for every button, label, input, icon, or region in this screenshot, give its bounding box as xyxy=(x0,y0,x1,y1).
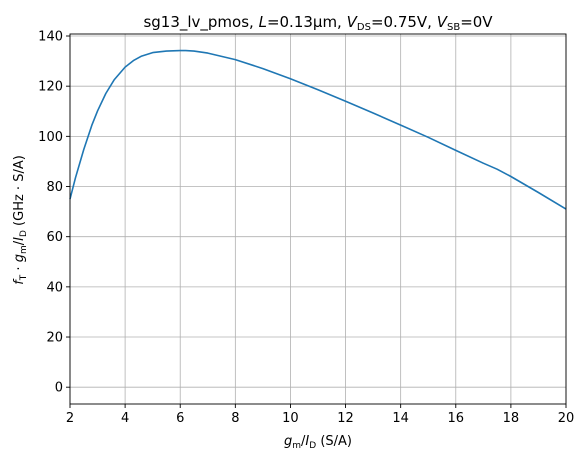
x-tick-label: 8 xyxy=(231,411,239,426)
x-tick-label: 16 xyxy=(448,411,465,426)
y-axis-ticks: 0 20 40 60 80 100 120 140 xyxy=(38,30,70,396)
grid-lines xyxy=(69,34,567,404)
plot-frame xyxy=(69,33,567,405)
series-line xyxy=(69,49,567,210)
y-tick-label: 120 xyxy=(38,80,63,95)
y-tick-label: 80 xyxy=(46,180,63,195)
x-tick-label: 18 xyxy=(503,411,520,426)
x-tick-label: 14 xyxy=(392,411,409,426)
x-axis-ticks: 2 4 6 8 10 12 14 16 18 20 xyxy=(66,404,574,426)
y-axis-label: fT · gm/ID (GHz · S/A) xyxy=(12,155,29,285)
x-axis-label: gm/ID (S/A) xyxy=(284,434,352,451)
x-tick-label: 6 xyxy=(176,411,184,426)
x-tick-label: 12 xyxy=(337,411,354,426)
x-tick-label: 20 xyxy=(558,411,575,426)
y-tick-label: 100 xyxy=(38,130,63,145)
series-layer xyxy=(69,49,567,210)
y-tick-label: 0 xyxy=(55,381,63,396)
y-tick-label: 60 xyxy=(46,230,63,245)
x-tick-label: 2 xyxy=(66,411,74,426)
chart-title: sg13_lv_pmos, L=0.13µm, VDS=0.75V, VSB=0… xyxy=(143,13,493,33)
y-tick-label: 40 xyxy=(46,280,63,295)
x-tick-label: 10 xyxy=(282,411,299,426)
y-tick-label: 20 xyxy=(46,331,63,346)
y-tick-label: 140 xyxy=(38,30,63,45)
x-tick-label: 4 xyxy=(121,411,129,426)
